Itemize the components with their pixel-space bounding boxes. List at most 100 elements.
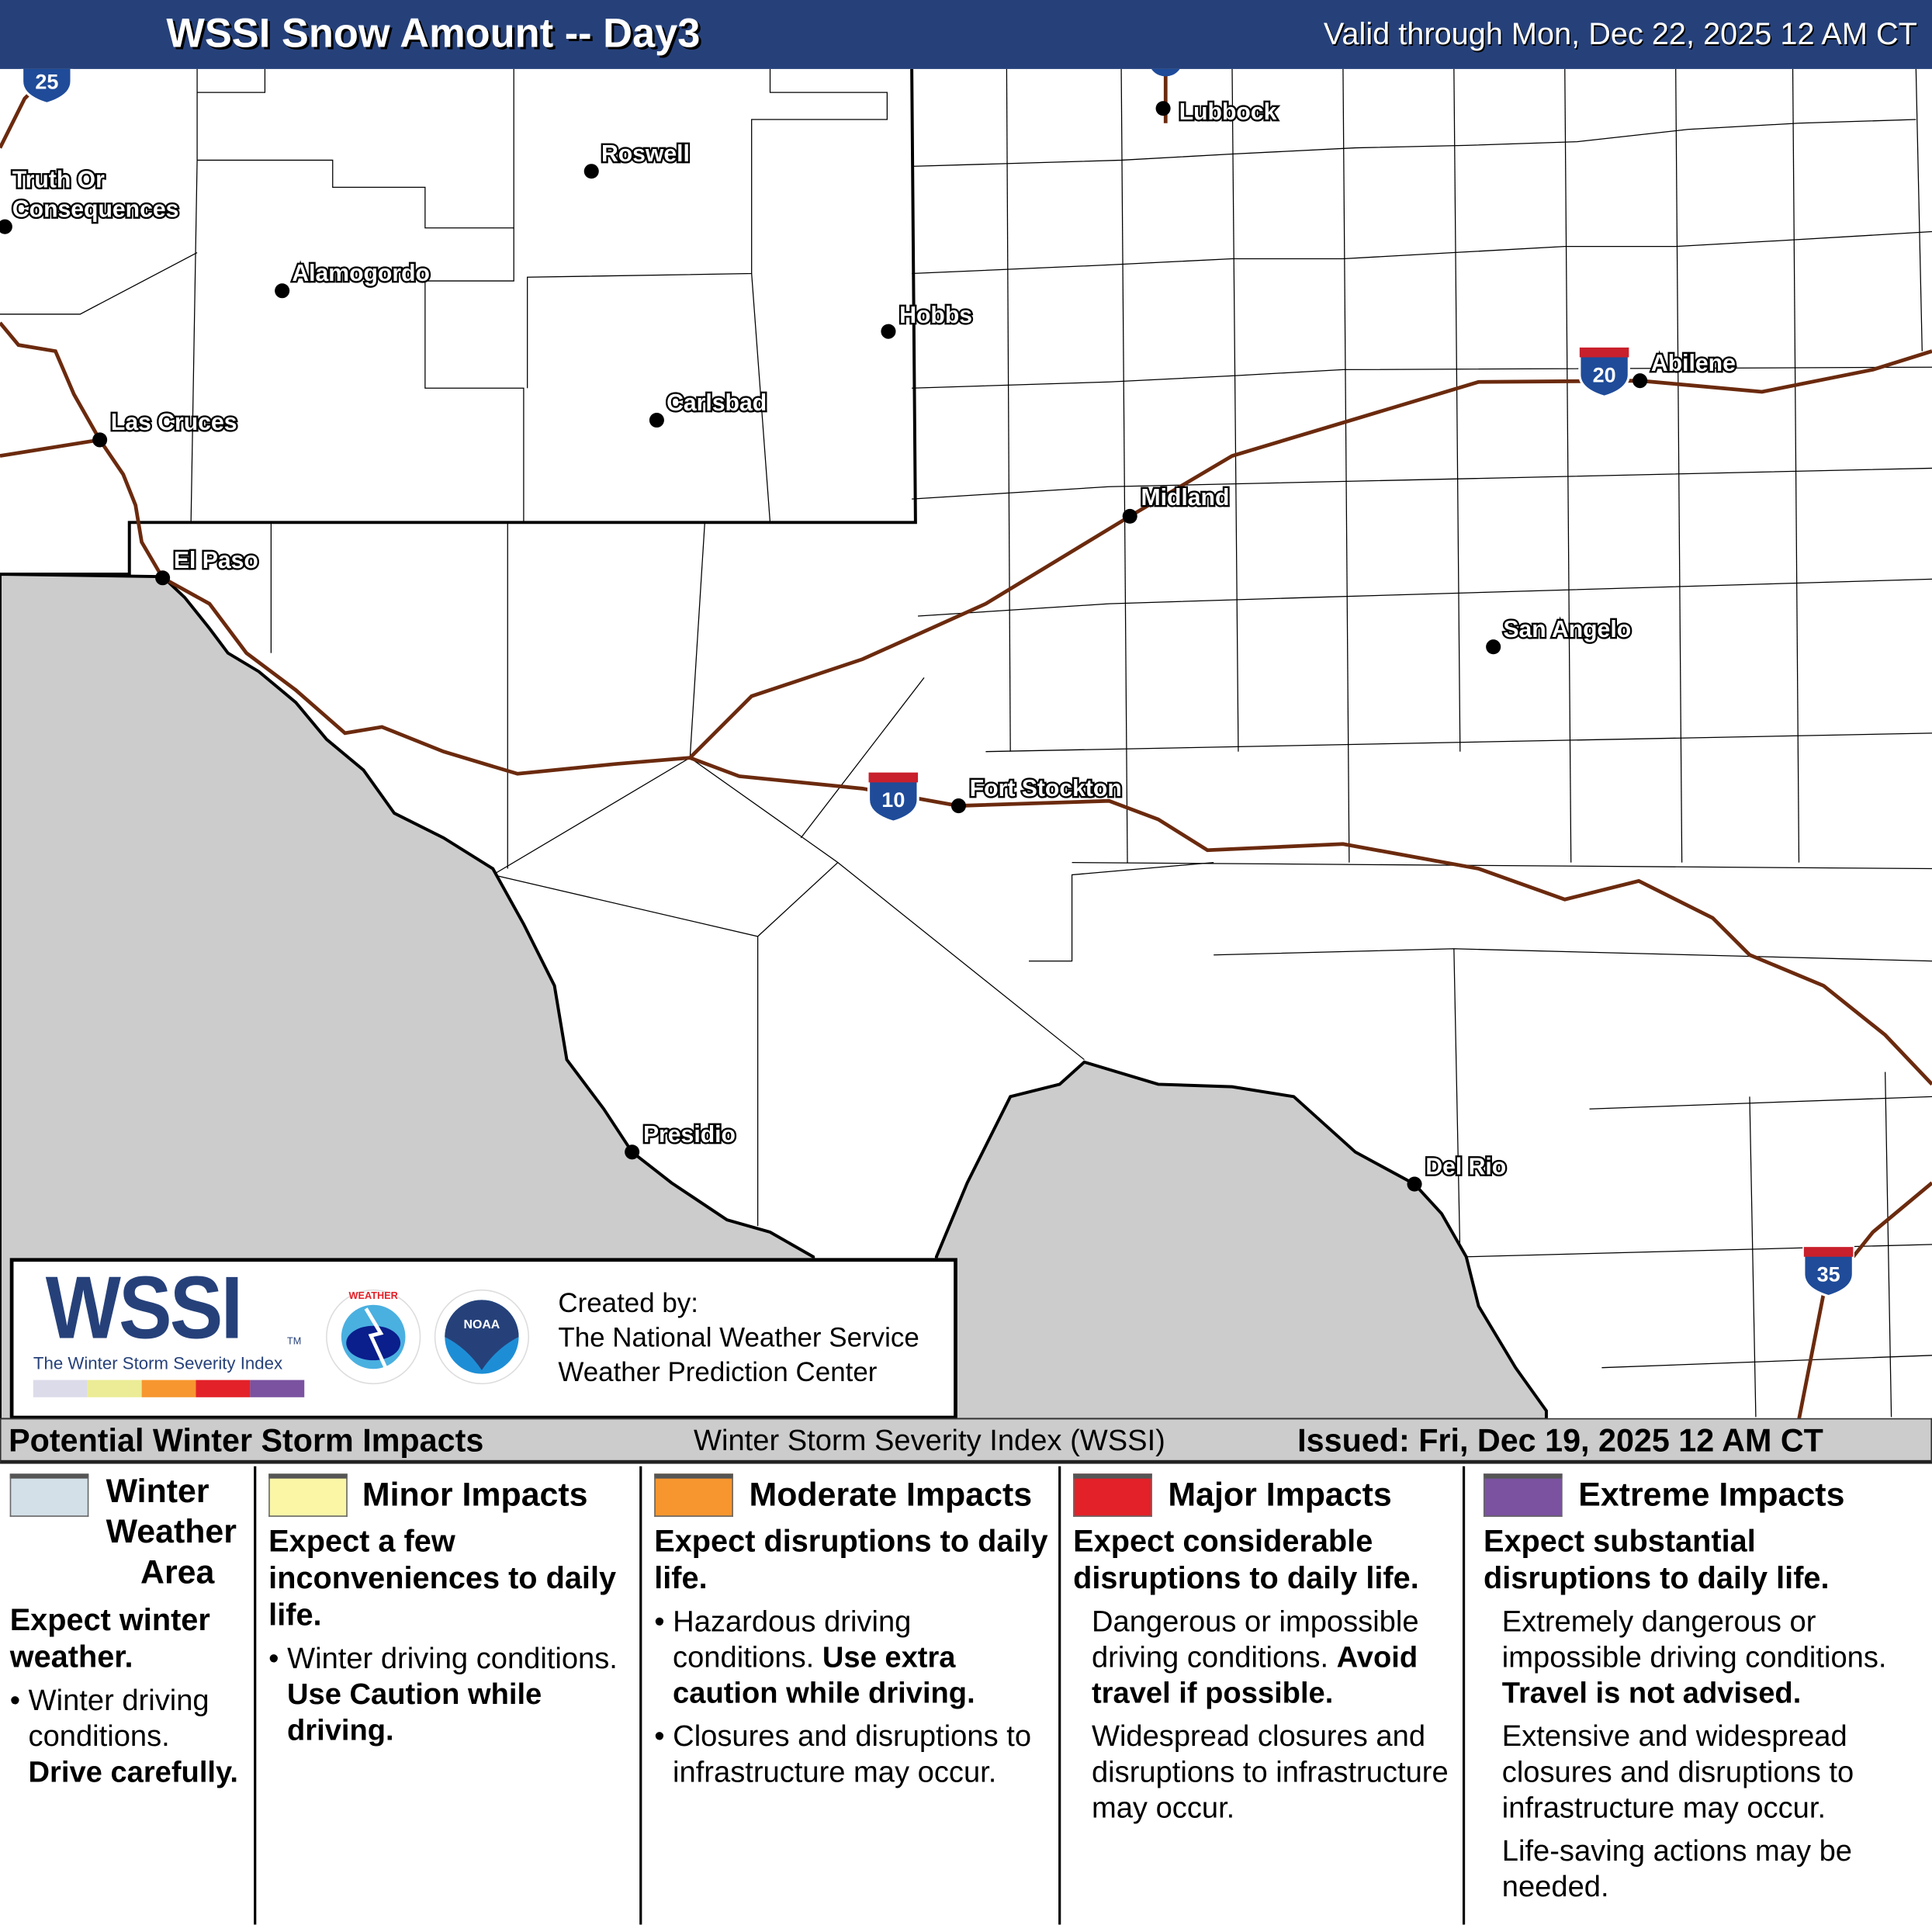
legend-moderate-impacts: Moderate Impacts Expect disruptions to d… [654,1466,1051,1925]
city-label: Midland [1141,485,1229,511]
interstate-10-shield-icon: 10 [867,771,919,823]
legend-divider [1058,1466,1061,1925]
city-label: Las Cruces [111,410,237,435]
state-border [0,68,917,576]
wssi-logo: WSSI [45,1259,243,1358]
severity-color-bar [33,1380,305,1397]
legend-text: Life-saving actions may be needed. [1501,1834,1853,1904]
nws-logo-icon: WEATHER [326,1289,421,1385]
city-marker-icon [881,324,896,339]
city-marker-icon [1486,639,1501,655]
city-marker-icon [1122,508,1137,524]
interstate-35-shield-icon: 35 [1802,1245,1854,1298]
interstate-27-shield-icon [1151,68,1180,77]
county-borders [0,68,1932,1418]
city-label: Truth Or [12,167,105,192]
created-by: Created by: The National Weather Service… [558,1286,919,1390]
legend-title: Winter Weather Area [106,1472,237,1591]
interstate-25-road-south [0,321,102,441]
legend-swatch [654,1473,733,1517]
city-label: Consequences [12,196,179,222]
city-label: Presidio [643,1122,736,1148]
trademark: TM [287,1335,302,1347]
legend-lead: Expect substantial disruptions to daily … [1483,1524,1830,1596]
city-marker-icon [1407,1176,1422,1192]
wssi-subtitle: The Winter Storm Severity Index [33,1352,283,1373]
city-marker-icon [1633,373,1648,389]
legend-lead: Expect disruptions to daily life. [654,1524,1048,1596]
legend-title: Extreme Impacts [1578,1476,1845,1514]
issued-time: Issued: Fri, Dec 19, 2025 12 AM CT [1297,1421,1823,1459]
org-nws: The National Weather Service [558,1321,919,1353]
legend-bullet: • Winter driving conditions. Use Caution… [268,1642,618,1747]
city-marker-icon [275,283,290,299]
noaa-logo-icon: NOAA [434,1289,530,1385]
legend-bullet: • Closures and disruptions to infrastruc… [654,1719,1032,1789]
valid-time: Valid through Mon, Dec 22, 2025 12 AM CT [1323,17,1917,52]
legend-text: Widespread closures and disruptions to i… [1091,1719,1449,1825]
legend-swatch [9,1473,89,1517]
legend-minor-impacts: Minor Impacts Expect a few inconvenience… [268,1466,635,1925]
org-wpc: Weather Prediction Center [558,1356,878,1388]
city-marker-icon [649,412,664,428]
city-marker-icon [155,570,171,586]
legend-divider [639,1466,642,1925]
interstate-20-road [688,349,1932,760]
legend-lead: Expect considerable disruptions to daily… [1073,1524,1419,1596]
header: WSSI Snow Amount -- Day3 Valid through M… [0,0,1932,69]
city-label: San Angelo [1503,617,1631,642]
legend-title: Major Impacts [1168,1476,1392,1514]
svg-text:WEATHER: WEATHER [349,1290,398,1301]
city-marker-icon [0,219,12,234]
city-marker-icon [950,798,966,814]
legend-swatch [1483,1473,1563,1517]
mexico-area [0,573,840,1420]
city-label: Lubbock [1179,99,1277,125]
map: 25 20 10 35 Lubbock Roswell Truth Or Consequen… [0,68,1932,1420]
legend-title: Minor Impacts [362,1476,588,1514]
legend-text: Dangerous or impossible driving conditio… [1091,1605,1419,1711]
city-marker-icon [1155,101,1171,116]
created-by-label: Created by: [558,1287,698,1319]
city-label: Fort Stockton [970,776,1122,802]
svg-text:25: 25 [35,70,58,93]
city-label: Abilene [1651,351,1736,376]
svg-text:35: 35 [1817,1263,1840,1286]
legend-text: Extremely dangerous or impossible drivin… [1501,1605,1887,1711]
city-label: Alamogordo [292,261,430,286]
interstate-25-shield-icon: 25 [20,68,73,106]
legend-text: Extensive and widespread closures and di… [1501,1719,1854,1825]
legend-divider [254,1466,257,1925]
agency-logos: WEATHER NOAA [326,1289,530,1385]
map-title: WSSI Snow Amount -- Day3 [166,9,701,56]
legend-winter-weather-area: Winter Weather Area Expect winter weather.… [9,1466,251,1925]
svg-text:20: 20 [1593,363,1616,386]
credits-box: WSSI TM The Winter Storm Severity Index … [9,1258,957,1420]
legend-lead: Expect winter weather. [9,1603,210,1675]
legend-bullet: • Hazardous driving conditions. Use extr… [654,1605,975,1711]
legend-bullet: • Winter driving conditions. Drive caref… [9,1684,238,1789]
index-name: Winter Storm Severity Index (WSSI) [694,1424,1165,1458]
legend-swatch [268,1473,348,1517]
city-label: Roswell [601,141,690,167]
svg-text:10: 10 [881,788,905,812]
interstate-20-shield-icon: 20 [1578,346,1630,398]
city-label: Carlsbad [667,390,767,416]
legend-title: Potential Winter Storm Impacts [9,1421,484,1459]
legend-major-impacts: Major Impacts Expect considerable disrup… [1073,1466,1457,1925]
svg-text:NOAA: NOAA [464,1318,500,1331]
city-label: Hobbs [899,303,972,328]
city-marker-icon [625,1144,640,1160]
legend-divider [1462,1466,1466,1925]
city-marker-icon [92,432,108,448]
legend-lead: Expect a few inconveniences to daily lif… [268,1524,617,1633]
city-marker-icon [583,164,599,179]
mexico-area-east [934,1060,1548,1420]
legend-extreme-impacts: Extreme Impacts Expect substantial disru… [1483,1466,1927,1925]
legend-swatch [1073,1473,1152,1517]
legend-title: Moderate Impacts [749,1476,1033,1514]
city-label: Del Rio [1425,1154,1506,1179]
city-label: El Paso [174,548,258,573]
legend-header: Potential Winter Storm Impacts Winter St… [0,1418,1932,1464]
